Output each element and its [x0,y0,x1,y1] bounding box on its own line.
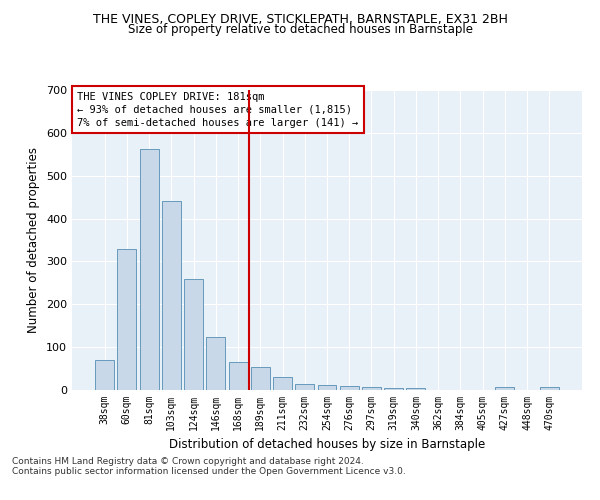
Bar [206,338,225,390]
Text: Size of property relative to detached houses in Barnstaple: Size of property relative to detached ho… [128,22,473,36]
Bar [273,377,292,390]
Bar [184,278,203,390]
Bar [229,362,248,390]
Bar [340,386,359,390]
Bar [251,368,270,390]
Bar [295,384,314,390]
Bar [95,360,114,390]
Bar [496,388,514,390]
Text: Contains HM Land Registry data © Crown copyright and database right 2024.: Contains HM Land Registry data © Crown c… [12,458,364,466]
Text: THE VINES, COPLEY DRIVE, STICKLEPATH, BARNSTAPLE, EX31 2BH: THE VINES, COPLEY DRIVE, STICKLEPATH, BA… [92,12,508,26]
Text: THE VINES COPLEY DRIVE: 181sqm
← 93% of detached houses are smaller (1,815)
7% o: THE VINES COPLEY DRIVE: 181sqm ← 93% of … [77,92,358,128]
Y-axis label: Number of detached properties: Number of detached properties [28,147,40,333]
Bar [540,388,559,390]
Bar [140,148,158,390]
Bar [317,385,337,390]
X-axis label: Distribution of detached houses by size in Barnstaple: Distribution of detached houses by size … [169,438,485,452]
Bar [384,388,403,390]
Text: Contains public sector information licensed under the Open Government Licence v3: Contains public sector information licen… [12,468,406,476]
Bar [118,248,136,390]
Bar [162,200,181,390]
Bar [406,388,425,390]
Bar [362,388,381,390]
